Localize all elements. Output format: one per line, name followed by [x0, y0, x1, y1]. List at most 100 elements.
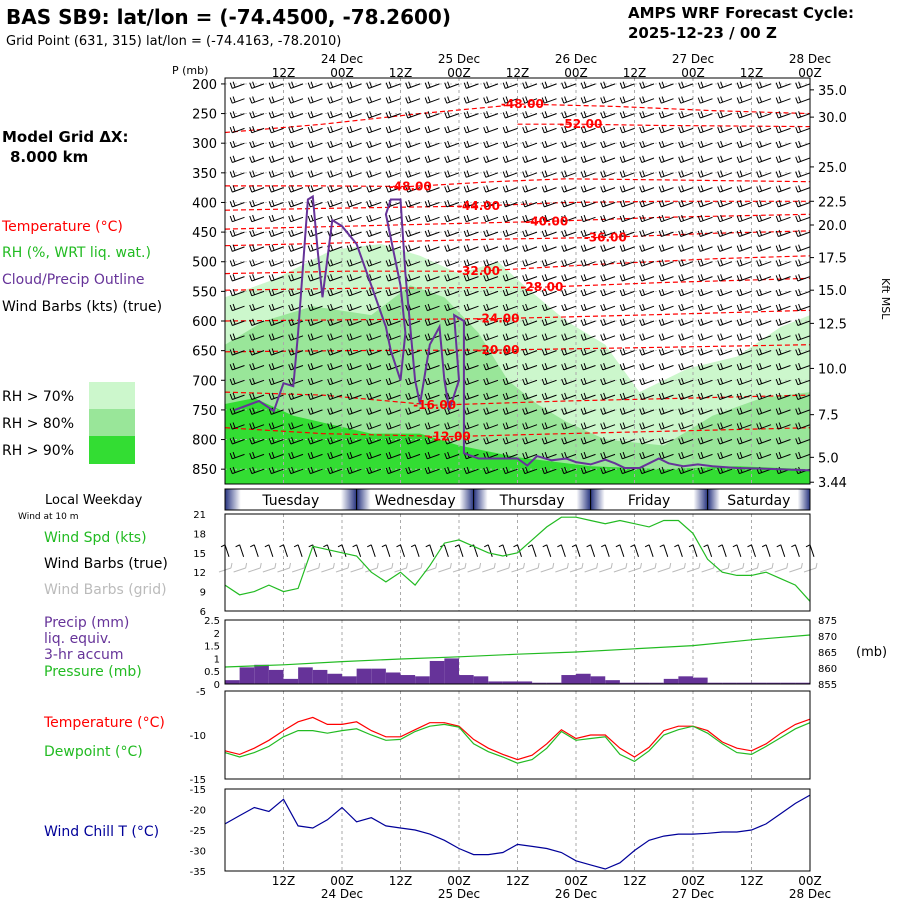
wind-barb	[502, 185, 518, 193]
wind-barb	[561, 377, 577, 386]
wind-barb	[678, 392, 694, 400]
wind-barb	[307, 318, 323, 326]
wind-chill-tick-label: -35	[190, 867, 206, 878]
legend-temperature: Temperature (°C)	[1, 219, 123, 235]
grid-wind-barb	[248, 562, 262, 573]
precip-bar	[400, 675, 416, 684]
wind-barb	[522, 392, 538, 400]
wind-barb	[717, 348, 733, 356]
wind-barb	[658, 81, 674, 89]
wind-barb	[522, 259, 538, 267]
grid-wind-barb	[599, 562, 613, 573]
wind-barb	[366, 140, 382, 149]
wind-barb	[405, 155, 421, 163]
isotherm	[225, 213, 810, 230]
wind-barb	[229, 140, 245, 149]
wind-barb	[658, 363, 674, 371]
wind-barb	[697, 155, 713, 163]
wind-barb	[639, 229, 655, 237]
wind-barb	[600, 392, 616, 400]
cross-section-plot-area: -48.00 -52.00 -48.00 -44.00 -40.00 -36.00 -32.…	[225, 78, 810, 484]
grid-wind-barb	[394, 562, 408, 573]
pressure-tick-label: 600	[192, 315, 217, 330]
grid-wind-barb	[233, 562, 248, 573]
wind-barb	[639, 200, 655, 208]
wind-barb	[678, 437, 694, 445]
wind-barb	[229, 126, 245, 134]
precip-bar	[619, 682, 635, 684]
wind-barb	[366, 318, 382, 326]
wind-barb	[288, 185, 304, 193]
wind-barb	[561, 333, 577, 341]
wind-barb	[522, 318, 538, 326]
wind-barb	[268, 348, 284, 356]
wind-barb	[736, 140, 752, 149]
true-wind-barb	[674, 544, 683, 557]
grid-wind-barb	[306, 562, 321, 573]
wind-barb	[580, 229, 596, 237]
wind-barb	[541, 377, 557, 386]
wind-barb	[795, 96, 810, 104]
wind-barb	[658, 451, 674, 460]
wind-barb	[229, 244, 245, 252]
wind-barb	[405, 81, 421, 89]
wind-barb	[697, 214, 713, 223]
wind-barb	[639, 377, 655, 386]
wind-barb	[717, 229, 733, 237]
wind-barb	[463, 214, 479, 223]
wind-barb	[424, 451, 440, 460]
top-hour-label: 00Z	[798, 66, 822, 80]
wind-barb	[307, 422, 323, 430]
grid-wind-barb	[613, 562, 628, 573]
wind-barb	[658, 200, 674, 208]
wind-barb	[327, 140, 343, 149]
wind-barb	[307, 303, 323, 312]
kft-tick-label: 5.0	[818, 451, 839, 466]
wind-barb	[346, 318, 362, 326]
true-wind-barb	[586, 544, 596, 557]
wind-barb	[717, 214, 733, 223]
wind-barb	[463, 259, 479, 267]
wind-barb	[288, 451, 304, 460]
wind-barb	[522, 214, 538, 223]
top-date-label: 25 Dec	[438, 52, 480, 66]
wind-barb	[561, 200, 577, 208]
wind-barb	[502, 126, 518, 134]
grid-wind-barb	[774, 562, 789, 573]
wind-barb	[249, 377, 265, 386]
wind-barb	[717, 96, 733, 104]
wind-chill-legend: Wind Chill T (°C)	[44, 824, 159, 840]
wind-barb	[736, 229, 752, 237]
wind-barb	[600, 437, 616, 445]
wind-barb	[249, 422, 265, 430]
wind-barb	[756, 229, 772, 237]
wind-barb	[424, 274, 440, 282]
pressure-axis-label: P (mb)	[172, 64, 208, 77]
wind-barb	[522, 437, 538, 445]
wind-barb	[288, 466, 304, 475]
wind-barb	[229, 170, 245, 178]
wind-barb	[327, 466, 343, 475]
wind-barb	[307, 348, 323, 356]
isotherm	[517, 123, 810, 128]
grid-wind-barb	[789, 562, 803, 573]
legend-rh: RH (%, WRT liq. wat.)	[2, 245, 151, 261]
wind-barb	[385, 126, 401, 134]
wind-speed-legend: Wind Spd (kts)	[44, 530, 147, 546]
wind-barb	[561, 318, 577, 326]
wind-chill-tick-label: -30	[190, 847, 206, 858]
wind-barb	[795, 259, 810, 267]
wind-barb	[366, 244, 382, 252]
wind-barb	[678, 407, 694, 415]
wind-barb	[678, 333, 694, 341]
wind-barb	[327, 303, 343, 312]
wind-barb	[502, 348, 518, 356]
wind-barb	[307, 437, 323, 445]
wind-barb	[522, 170, 538, 178]
pressure-tick-label: 860	[818, 664, 837, 675]
wind-barb	[424, 377, 440, 386]
wind-barb	[483, 200, 499, 208]
pressure-tick-label: 855	[818, 680, 837, 691]
top-hour-label: 00Z	[447, 66, 471, 80]
precip-bar	[459, 675, 474, 684]
